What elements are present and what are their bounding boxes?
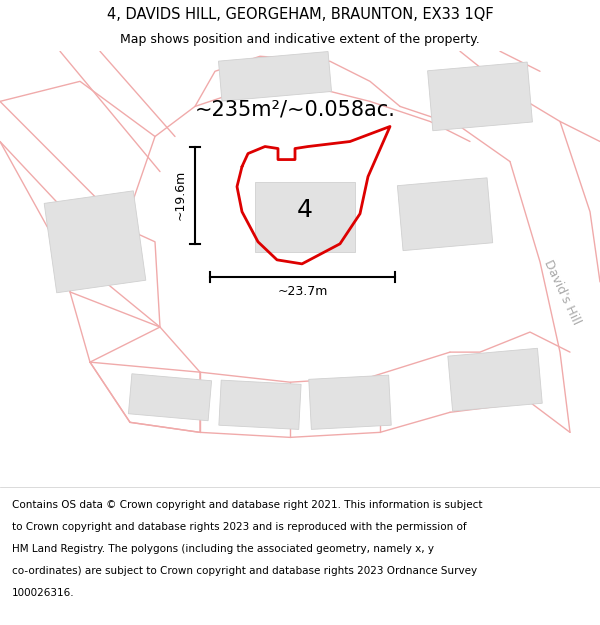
Polygon shape [255,182,355,252]
Text: ~19.6m: ~19.6m [174,170,187,220]
Text: HM Land Registry. The polygons (including the associated geometry, namely x, y: HM Land Registry. The polygons (includin… [12,544,434,554]
Polygon shape [397,178,493,251]
Polygon shape [128,374,212,421]
Text: Map shows position and indicative extent of the property.: Map shows position and indicative extent… [120,34,480,46]
Text: 4: 4 [297,198,313,222]
Text: co-ordinates) are subject to Crown copyright and database rights 2023 Ordnance S: co-ordinates) are subject to Crown copyr… [12,566,477,576]
Polygon shape [218,51,332,101]
Polygon shape [219,380,301,429]
Text: David's Hill: David's Hill [541,258,583,326]
Polygon shape [309,375,391,429]
Polygon shape [44,191,146,292]
Text: Contains OS data © Crown copyright and database right 2021. This information is : Contains OS data © Crown copyright and d… [12,499,482,509]
Text: ~235m²/~0.058ac.: ~235m²/~0.058ac. [195,99,396,119]
Text: 4, DAVIDS HILL, GEORGEHAM, BRAUNTON, EX33 1QF: 4, DAVIDS HILL, GEORGEHAM, BRAUNTON, EX3… [107,7,493,22]
Polygon shape [428,62,532,131]
Polygon shape [448,348,542,411]
Text: 100026316.: 100026316. [12,588,74,598]
Text: to Crown copyright and database rights 2023 and is reproduced with the permissio: to Crown copyright and database rights 2… [12,522,467,532]
Text: ~23.7m: ~23.7m [277,285,328,298]
